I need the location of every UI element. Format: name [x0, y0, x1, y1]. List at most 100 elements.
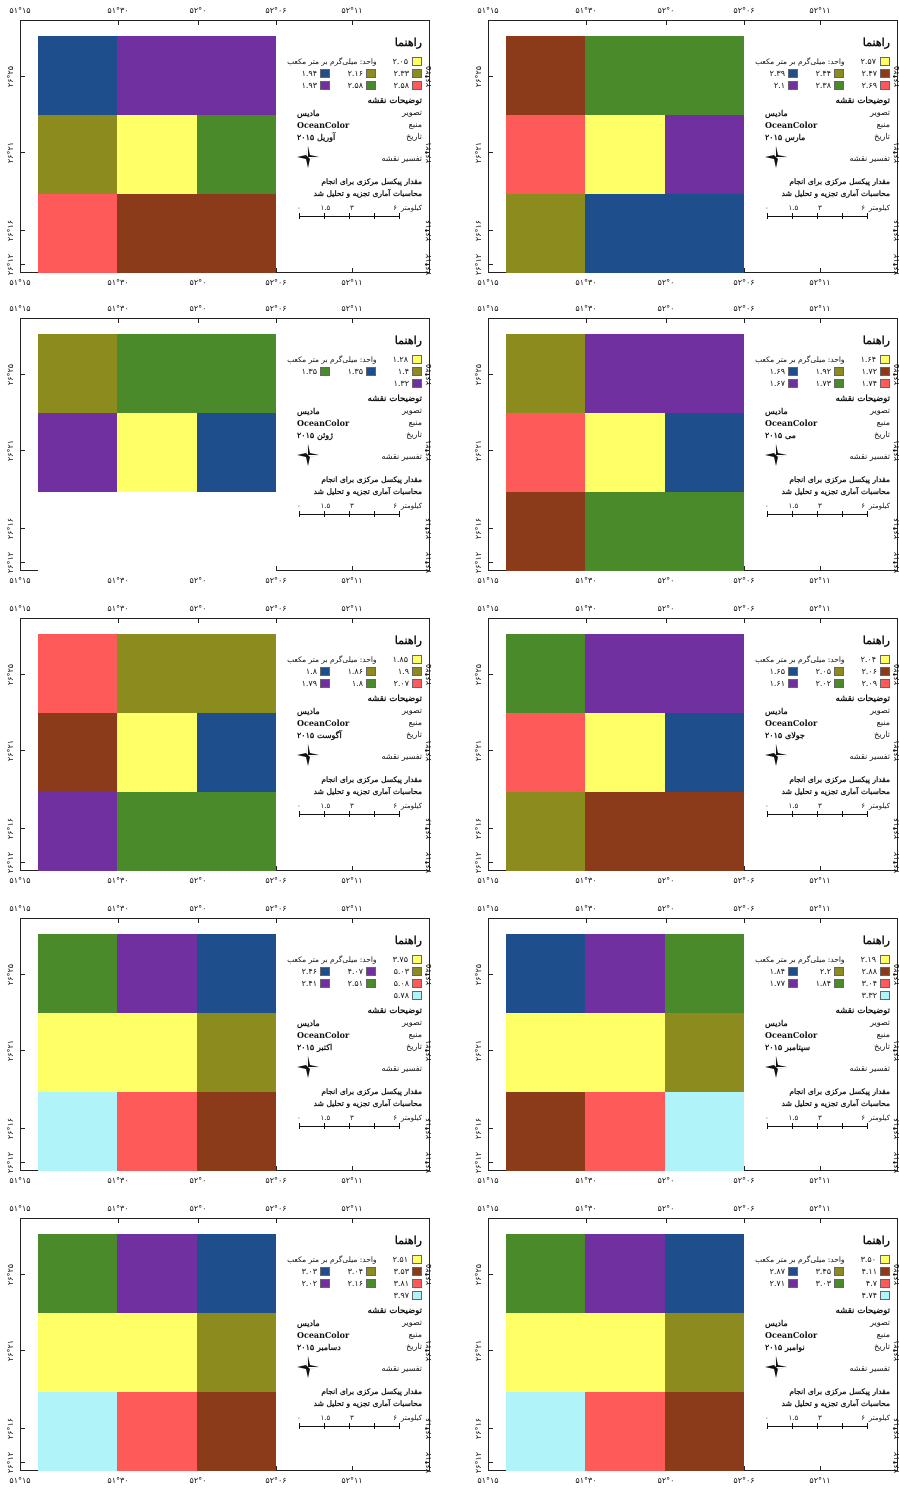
legend-swatch — [788, 367, 798, 376]
lon-tick-top: ۵۲°۰۶ — [733, 6, 755, 15]
lon-tick-bottom: ۵۲°۰ — [657, 876, 675, 885]
lat-tick-left: ۲۶°۲۵ — [474, 963, 484, 986]
lat-tickmark — [425, 1050, 430, 1051]
pixel-grid — [506, 36, 745, 274]
pixel-cell — [38, 194, 118, 274]
legend-row: ۱.۳۲ — [282, 379, 422, 388]
map-description-title: توضیحات نقشه — [835, 694, 890, 704]
legend-item: ۱.۸۶ — [336, 667, 376, 676]
pixel-cell — [117, 1234, 197, 1314]
lon-tick-bottom: ۵۲°۰۶ — [733, 278, 755, 287]
source-label: منبع — [408, 418, 422, 427]
map-description-title: توضیحات نقشه — [835, 394, 890, 404]
map-description-title: توضیحات نقشه — [835, 1006, 890, 1016]
legend-item: ۲.۰۶ — [850, 667, 890, 676]
lon-tick-top: ۵۲°۰ — [189, 6, 207, 15]
lon-tick-top: ۵۲°۰ — [189, 604, 207, 613]
legend-swatch — [412, 655, 422, 664]
analysis-note: مقدار پیکسل مرکزی برای انجام محاسبات آمار… — [282, 474, 422, 498]
legend-value: ۳.۰۳ — [301, 1267, 317, 1276]
legend-swatch — [880, 1267, 890, 1276]
source-row: منبع OceanColor — [765, 718, 890, 728]
date-value: مارس ۲۰۱۵ — [765, 132, 806, 142]
legend-row: ۲.۳۳ ۲.۱۶ ۱.۹۴ — [282, 69, 422, 78]
legend-swatch — [412, 81, 422, 90]
lat-tickmark — [425, 828, 430, 829]
legend-item: ۲.۸۷ — [758, 1267, 798, 1276]
source-value: OceanColor — [297, 120, 350, 130]
legend-value: ۲.۰۶ — [861, 667, 877, 676]
legend-item: ۲.۴۴ — [804, 69, 844, 78]
unit-label: واحد: میلی‌گرم بر متر مکعب — [287, 955, 377, 964]
lat-tickmark — [20, 674, 25, 675]
lon-tick-top: ۵۱°۱۵ — [9, 6, 31, 15]
lat-tickmark — [893, 1462, 898, 1463]
lon-tick-top: ۵۱°۱۵ — [9, 1204, 31, 1213]
lon-tick-top: ۵۱°۱۵ — [9, 604, 31, 613]
lat-tickmark — [425, 1462, 430, 1463]
legend-value: ۲.۴۶ — [301, 967, 317, 976]
scale-tick — [867, 1123, 868, 1129]
legend-value: ۱.۹۴ — [301, 69, 317, 78]
legend-value: ۲.۰۷ — [393, 679, 409, 688]
lon-tick-top: ۵۲°۰۶ — [265, 6, 287, 15]
lat-tickmark — [893, 974, 898, 975]
source-value: OceanColor — [297, 1330, 350, 1340]
note-line-1: مقدار پیکسل مرکزی برای انجام — [789, 1387, 890, 1396]
legend-item: ۳.۳۲ — [850, 991, 890, 1000]
lat-tickmark — [893, 562, 898, 563]
lon-tickmark — [352, 618, 353, 623]
pixel-cell — [585, 792, 665, 872]
pixel-cell — [38, 1092, 118, 1172]
lon-tick-bottom: ۵۲°۰۶ — [733, 1476, 755, 1485]
lon-tick-bottom: ۵۲°۰ — [657, 1476, 675, 1485]
image-value: مادیس — [297, 1318, 320, 1328]
lat-tick-left: ۲۶°۲۱ — [6, 1339, 16, 1362]
scale-unit: کیلومتر — [868, 502, 890, 510]
note-line-1: مقدار پیکسل مرکزی برای انجام — [789, 1087, 890, 1096]
unit-label: واحد: میلی‌گرم بر متر مکعب — [755, 355, 845, 364]
scale-tick — [374, 1423, 375, 1429]
scale-value: ۰ — [297, 502, 301, 510]
image-value: مادیس — [297, 706, 320, 716]
legend-item: ۱.۶۱ — [758, 679, 798, 688]
legend-swatch — [880, 1255, 890, 1264]
source-row: منبع OceanColor — [297, 718, 422, 728]
legend-item: ۱.۶۹ — [758, 367, 798, 376]
source-value: OceanColor — [297, 718, 350, 728]
pixel-cell — [117, 1313, 197, 1393]
scale-bar: ۰ ۱.۵ ۳ ۶ کیلومتر — [765, 204, 890, 228]
scale-bar: ۰ ۱.۵ ۳ ۶ کیلومتر — [297, 1414, 422, 1438]
lon-tick-bottom: ۵۱°۱۵ — [477, 278, 499, 287]
legend-swatch — [412, 1255, 422, 1264]
legend-swatch — [788, 1279, 798, 1288]
legend-swatch — [366, 81, 376, 90]
lat-tickmark — [20, 1128, 25, 1129]
lon-tickmark — [820, 1466, 821, 1471]
legend-row: ۲.۴۷ ۲.۴۴ ۲.۳۹ — [750, 69, 890, 78]
legend-value: ۲.۱۶ — [347, 1279, 363, 1288]
lat-tick-left: ۲۶°۲۱ — [6, 141, 16, 164]
scale-tick — [299, 1123, 300, 1129]
lat-tickmark — [20, 450, 25, 451]
legend-value: ۲.۴۱ — [301, 979, 317, 988]
pixel-cell — [117, 492, 197, 572]
legend-unit-row: ۲.۵۱ واحد: میلی‌گرم بر متر مکعب — [282, 1255, 422, 1264]
source-label: منبع — [408, 718, 422, 727]
lon-tickmark — [352, 1218, 353, 1223]
analysis-note: مقدار پیکسل مرکزی برای انجام محاسبات آمار… — [750, 1086, 890, 1110]
legend: راهنما ۲.۵۱ واحد: میلی‌گرم بر متر مکعب ۳.۵۳… — [282, 1234, 422, 1470]
lat-tickmark — [488, 1050, 493, 1051]
date-value: آگوست ۲۰۱۵ — [297, 730, 342, 740]
legend-unit-row: ۳.۵۰ واحد: میلی‌گرم بر متر مکعب — [750, 1255, 890, 1264]
analysis-note: مقدار پیکسل مرکزی برای انجام محاسبات آمار… — [282, 1386, 422, 1410]
legend-value: ۲.۱۶ — [347, 69, 363, 78]
lon-tickmark — [352, 918, 353, 923]
legend-value: ۲.۴۷ — [861, 69, 877, 78]
legend-row: ۳.۳۲ — [750, 991, 890, 1000]
lon-tickmark — [352, 1466, 353, 1471]
legend-value: ۳.۰۴ — [347, 1267, 363, 1276]
legend-row: ۱.۷۲ ۱.۹۲ ۱.۶۹ — [750, 367, 890, 376]
legend-item: ۲.۸۸ — [850, 967, 890, 976]
source-row: منبع OceanColor — [297, 1330, 422, 1340]
